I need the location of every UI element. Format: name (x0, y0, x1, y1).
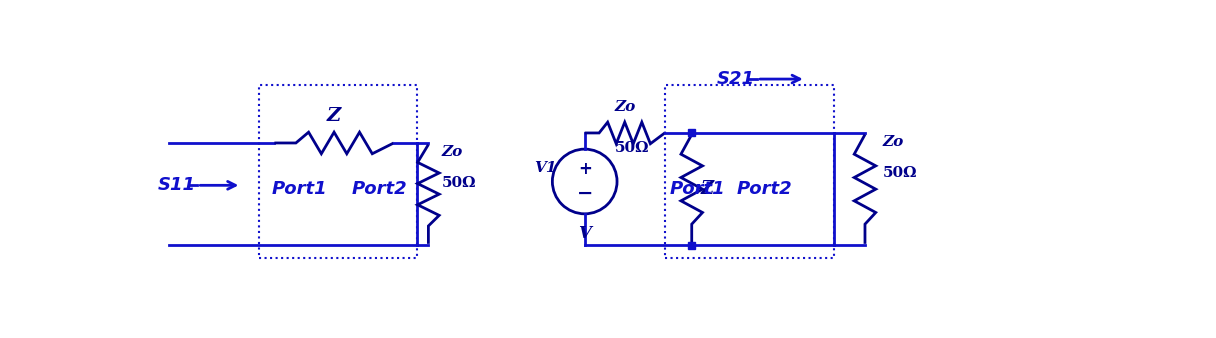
Text: Port2: Port2 (737, 180, 792, 198)
Text: Port2: Port2 (351, 180, 407, 198)
Text: Port1: Port1 (272, 180, 327, 198)
Text: +: + (578, 160, 592, 178)
Text: −: − (576, 184, 593, 203)
Bar (688, 242, 696, 249)
Text: Zo: Zo (614, 100, 636, 115)
Text: Port1: Port1 (669, 180, 725, 198)
Text: Z: Z (700, 180, 714, 198)
Text: S11: S11 (158, 176, 196, 194)
Text: 50Ω: 50Ω (441, 176, 475, 190)
Text: Zo: Zo (883, 135, 903, 149)
Text: Zo: Zo (441, 145, 463, 159)
Text: S21: S21 (717, 70, 755, 88)
Text: 50Ω: 50Ω (615, 141, 649, 155)
Text: 50Ω: 50Ω (883, 166, 917, 180)
Text: Z: Z (327, 107, 340, 125)
Text: V1: V1 (535, 161, 557, 175)
Bar (688, 129, 696, 137)
Text: V: V (579, 225, 591, 242)
